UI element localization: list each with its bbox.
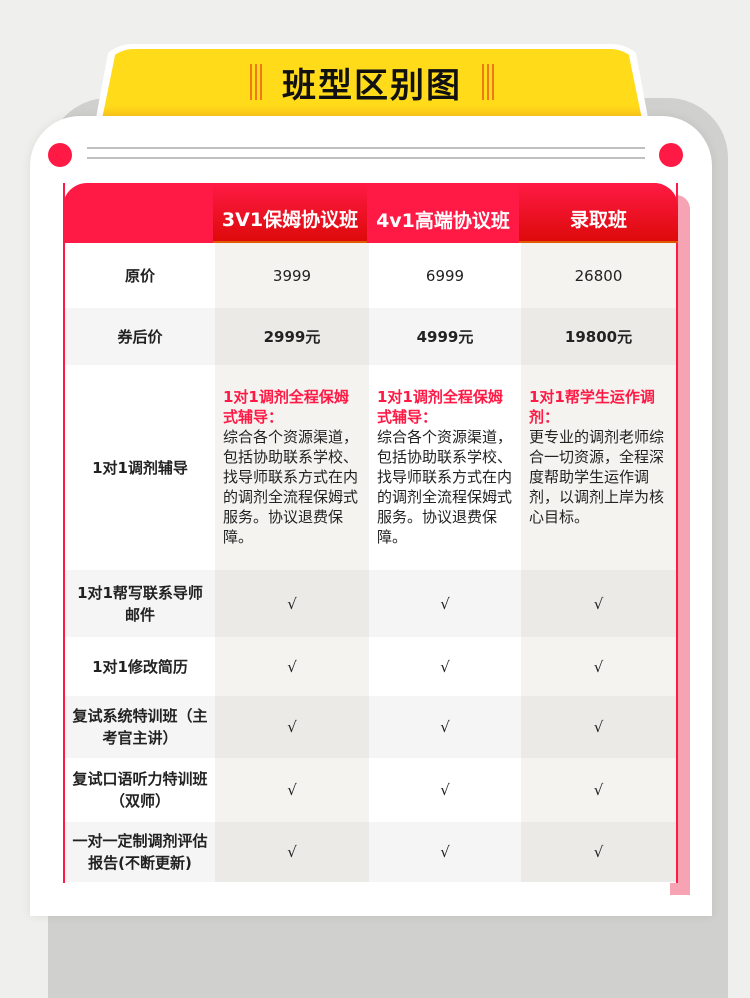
decor-bars-icon	[482, 64, 494, 100]
check-icon: √	[521, 822, 676, 882]
check-icon: √	[369, 696, 521, 758]
row-label: 券后价	[65, 308, 215, 365]
price-cell: 4999元	[369, 308, 521, 365]
column-header: 3V1保姆协议班	[213, 183, 367, 243]
check-icon: √	[369, 758, 521, 822]
check-icon: √	[521, 696, 676, 758]
price-cell: 2999元	[215, 308, 369, 365]
check-icon: √	[369, 822, 521, 882]
column-header: 4v1高端协议班	[376, 209, 510, 232]
check-icon: √	[215, 637, 369, 696]
check-icon: √	[215, 758, 369, 822]
feature-text: 综合各个资源渠道，包括协助联系学校、找导师联系方式在内的调剂全流程保姆式服务。协…	[223, 428, 359, 546]
dot-icon	[48, 143, 72, 167]
table-row: 1对1帮写联系导师邮件 √ √ √	[65, 570, 676, 637]
feature-description: 1对1调剂全程保姆式辅导： 综合各个资源渠道，包括协助联系学校、找导师联系方式在内…	[369, 365, 521, 570]
feature-highlight: 1对1调剂全程保姆式辅导：	[223, 388, 349, 426]
check-icon: √	[215, 822, 369, 882]
dot-icon	[659, 143, 683, 167]
price-cell: 6999	[369, 243, 521, 308]
price-cell: 19800元	[521, 308, 676, 365]
title-banner: 班型区别图	[100, 49, 644, 129]
check-icon: √	[215, 570, 369, 637]
feature-highlight: 1对1调剂全程保姆式辅导：	[377, 388, 503, 426]
feature-text: 综合各个资源渠道，包括协助联系学校、找导师联系方式在内的调剂全流程保姆式服务。协…	[377, 428, 513, 546]
table-row: 1对1修改简历 √ √ √	[65, 637, 676, 696]
divider	[87, 157, 645, 159]
feature-text: 更专业的调剂老师综合一切资源，全程深度帮助学生运作调剂，以调剂上岸为核心目标。	[529, 428, 665, 526]
table-row: 券后价 2999元 4999元 19800元	[65, 308, 676, 365]
check-icon: √	[521, 570, 676, 637]
price-cell: 26800	[521, 243, 676, 308]
decor-bars-icon	[250, 64, 262, 100]
feature-description: 1对1帮学生运作调剂： 更专业的调剂老师综合一切资源，全程深度帮助学生运作调剂，以…	[521, 365, 676, 570]
divider	[87, 147, 645, 149]
row-label: 原价	[65, 243, 215, 308]
row-label: 1对1调剂辅导	[65, 365, 215, 570]
table-row: 原价 3999 6999 26800	[65, 243, 676, 308]
check-icon: √	[215, 696, 369, 758]
row-label: 一对一定制调剂评估报告(不断更新)	[65, 822, 215, 882]
row-label: 复试口语听力特训班（双师）	[65, 758, 215, 822]
column-header: 录取班	[519, 183, 678, 243]
feature-description: 1对1调剂全程保姆式辅导： 综合各个资源渠道，包括协助联系学校、找导师联系方式在内…	[215, 365, 369, 570]
comparison-table: 3V1保姆协议班 4v1高端协议班 录取班 原价 3999 6999 26800 券后价…	[63, 183, 678, 883]
row-label: 1对1帮写联系导师邮件	[65, 570, 215, 637]
check-icon: √	[521, 758, 676, 822]
table-row: 复试系统特训班（主考官主讲） √ √ √	[65, 696, 676, 758]
row-label: 1对1修改简历	[65, 637, 215, 696]
row-label: 复试系统特训班（主考官主讲）	[65, 696, 215, 758]
feature-highlight: 1对1帮学生运作调剂：	[529, 388, 655, 426]
check-icon: √	[521, 637, 676, 696]
check-icon: √	[369, 637, 521, 696]
page-title: 班型区别图	[282, 65, 462, 106]
table-row: 一对一定制调剂评估报告(不断更新) √ √ √	[65, 822, 676, 882]
table-row: 复试口语听力特训班（双师） √ √ √	[65, 758, 676, 822]
check-icon: √	[369, 570, 521, 637]
price-cell: 3999	[215, 243, 369, 308]
table-header: 3V1保姆协议班 4v1高端协议班 录取班	[63, 183, 678, 243]
header-blank	[63, 183, 213, 243]
table-row: 1对1调剂辅导 1对1调剂全程保姆式辅导： 综合各个资源渠道，包括协助联系学校、找导…	[65, 365, 676, 570]
